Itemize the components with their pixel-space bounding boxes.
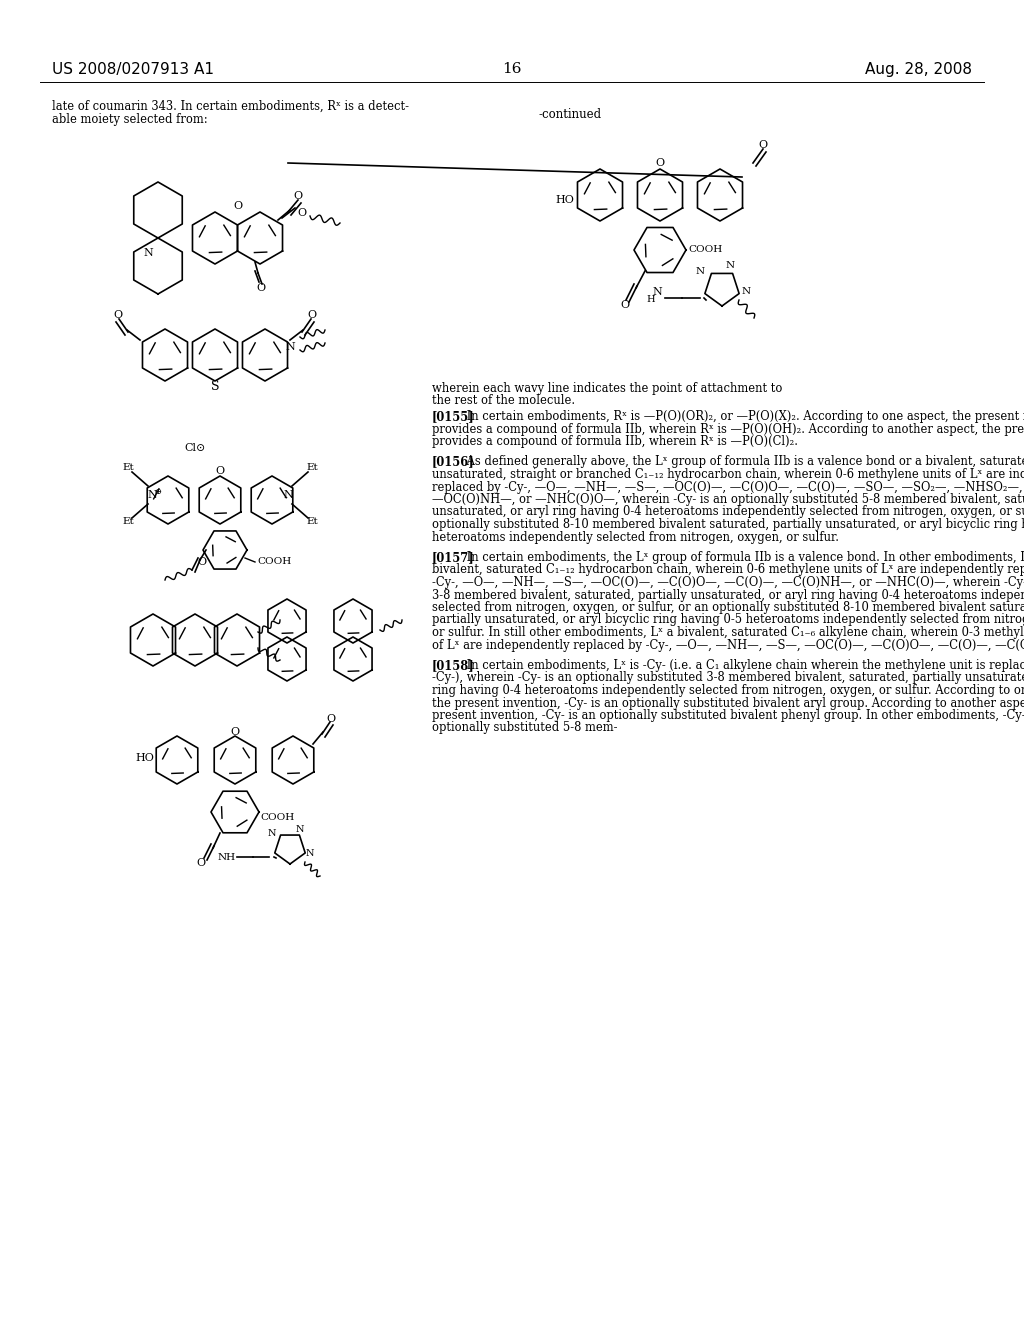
Text: the present invention, -Cy- is an optionally substituted bivalent aryl group. Ac: the present invention, -Cy- is an option… <box>432 697 1024 710</box>
Text: O: O <box>198 557 207 568</box>
Text: HO: HO <box>135 752 155 763</box>
Text: N: N <box>267 829 276 838</box>
Text: -Cy-), wherein -Cy- is an optionally substituted 3-8 membered bivalent, saturate: -Cy-), wherein -Cy- is an optionally sub… <box>432 672 1024 685</box>
Text: of Lˣ are independently replaced by -Cy-, —O—, —NH—, —S—, —OC(O)—, —C(O)O—, —C(O: of Lˣ are independently replaced by -Cy-… <box>432 639 1024 652</box>
Text: N: N <box>725 261 734 271</box>
Text: In certain embodiments, Lˣ is -Cy- (i.e. a C₁ alkylene chain wherein the methyle: In certain embodiments, Lˣ is -Cy- (i.e.… <box>463 659 1024 672</box>
Text: N: N <box>285 342 295 352</box>
Text: wherein each wavy line indicates the point of attachment to: wherein each wavy line indicates the poi… <box>432 381 782 395</box>
Text: -Cy-, —O—, —NH—, —S—, —OC(O)—, —C(O)O—, —C(O)—, —C(O)NH—, or —NHC(O)—, wherein -: -Cy-, —O—, —NH—, —S—, —OC(O)—, —C(O)O—, … <box>432 576 1024 589</box>
Text: [0156]: [0156] <box>432 455 475 469</box>
Text: unsaturated, or aryl ring having 0-4 heteroatoms independently selected from nit: unsaturated, or aryl ring having 0-4 het… <box>432 506 1024 519</box>
Text: O: O <box>215 466 224 477</box>
Text: the rest of the molecule.: the rest of the molecule. <box>432 395 575 408</box>
Text: -continued: -continued <box>539 108 601 121</box>
Text: Et: Et <box>122 517 134 527</box>
Text: O: O <box>759 140 768 150</box>
Text: H: H <box>647 294 655 304</box>
Text: N: N <box>652 286 662 297</box>
Text: N: N <box>143 248 153 257</box>
Text: O: O <box>114 310 123 319</box>
Text: N: N <box>741 286 751 296</box>
Text: able moiety selected from:: able moiety selected from: <box>52 114 208 125</box>
Text: COOH: COOH <box>257 557 291 566</box>
Text: 3-8 membered bivalent, saturated, partially unsaturated, or aryl ring having 0-4: 3-8 membered bivalent, saturated, partia… <box>432 589 1024 602</box>
Text: As defined generally above, the Lˣ group of formula IIb is a valence bond or a b: As defined generally above, the Lˣ group… <box>463 455 1024 469</box>
Text: Et: Et <box>306 463 317 473</box>
Text: O: O <box>230 727 240 737</box>
Text: O: O <box>294 191 302 201</box>
Text: Cl⊙: Cl⊙ <box>184 444 206 453</box>
Text: [0155]: [0155] <box>432 411 475 422</box>
Text: N: N <box>296 825 304 834</box>
Text: [0157]: [0157] <box>432 550 475 564</box>
Text: In certain embodiments, Rˣ is —P(O)(OR)₂, or —P(O)(X)₂. According to one aspect,: In certain embodiments, Rˣ is —P(O)(OR)₂… <box>463 411 1024 422</box>
Text: 16: 16 <box>502 62 522 77</box>
Text: O: O <box>197 858 206 869</box>
Text: provides a compound of formula IIb, wherein Rˣ is —P(O)(OH)₂. According to anoth: provides a compound of formula IIb, wher… <box>432 422 1024 436</box>
Text: late of coumarin 343. In certain embodiments, Rˣ is a detect-: late of coumarin 343. In certain embodim… <box>52 100 409 114</box>
Text: unsaturated, straight or branched C₁₋₁₂ hydrocarbon chain, wherein 0-6 methylene: unsaturated, straight or branched C₁₋₁₂ … <box>432 469 1024 480</box>
Text: N: N <box>695 268 705 276</box>
Text: O: O <box>327 714 336 723</box>
Text: optionally substituted 5-8 mem-: optionally substituted 5-8 mem- <box>432 722 617 734</box>
Text: COOH: COOH <box>688 246 722 255</box>
Text: present invention, -Cy- is an optionally substituted bivalent phenyl group. In o: present invention, -Cy- is an optionally… <box>432 709 1024 722</box>
Text: N: N <box>147 490 157 500</box>
Text: heteroatoms independently selected from nitrogen, oxygen, or sulfur.: heteroatoms independently selected from … <box>432 531 839 544</box>
Text: COOH: COOH <box>260 813 294 822</box>
Text: provides a compound of formula IIb, wherein Rˣ is —P(O)(Cl)₂.: provides a compound of formula IIb, wher… <box>432 436 798 447</box>
Text: N: N <box>283 490 293 500</box>
Text: US 2008/0207913 A1: US 2008/0207913 A1 <box>52 62 214 77</box>
Text: or sulfur. In still other embodiments, Lˣ a bivalent, saturated C₁₋₆ alkylene ch: or sulfur. In still other embodiments, L… <box>432 626 1024 639</box>
Text: O: O <box>233 201 243 211</box>
Text: O: O <box>256 282 265 293</box>
Text: partially unsaturated, or aryl bicyclic ring having 0-5 heteroatoms independentl: partially unsaturated, or aryl bicyclic … <box>432 614 1024 627</box>
Text: O: O <box>655 158 665 168</box>
Text: optionally substituted 8-10 membered bivalent saturated, partially unsaturated, : optionally substituted 8-10 membered biv… <box>432 517 1024 531</box>
Text: [0158]: [0158] <box>432 659 475 672</box>
Text: N: N <box>306 849 314 858</box>
Text: O: O <box>297 209 306 218</box>
Text: O: O <box>621 300 630 310</box>
Text: Et: Et <box>122 463 134 473</box>
Text: bivalent, saturated C₁₋₁₂ hydrocarbon chain, wherein 0-6 methylene units of Lˣ a: bivalent, saturated C₁₋₁₂ hydrocarbon ch… <box>432 564 1024 577</box>
Text: NH: NH <box>218 853 237 862</box>
Text: selected from nitrogen, oxygen, or sulfur, or an optionally substituted 8-10 mem: selected from nitrogen, oxygen, or sulfu… <box>432 601 1024 614</box>
Text: ⊕: ⊕ <box>155 488 162 496</box>
Text: O: O <box>307 310 316 319</box>
Text: —OC(O)NH—, or —NHC(O)O—, wherein -Cy- is an optionally substituted 5-8 membered : —OC(O)NH—, or —NHC(O)O—, wherein -Cy- is… <box>432 492 1024 506</box>
Text: Et: Et <box>306 517 317 527</box>
Text: ring having 0-4 heteroatoms independently selected from nitrogen, oxygen, or sul: ring having 0-4 heteroatoms independentl… <box>432 684 1024 697</box>
Text: In certain embodiments, the Lˣ group of formula IIb is a valence bond. In other : In certain embodiments, the Lˣ group of … <box>463 550 1024 564</box>
Text: HO: HO <box>556 195 574 205</box>
Text: S: S <box>211 380 219 393</box>
Text: Aug. 28, 2008: Aug. 28, 2008 <box>865 62 972 77</box>
Text: replaced by -Cy-, —O—, —NH—, —S—, —OC(O)—, —C(O)O—, —C(O)—, —SO—, —SO₂—, —NHSO₂—: replaced by -Cy-, —O—, —NH—, —S—, —OC(O)… <box>432 480 1024 494</box>
